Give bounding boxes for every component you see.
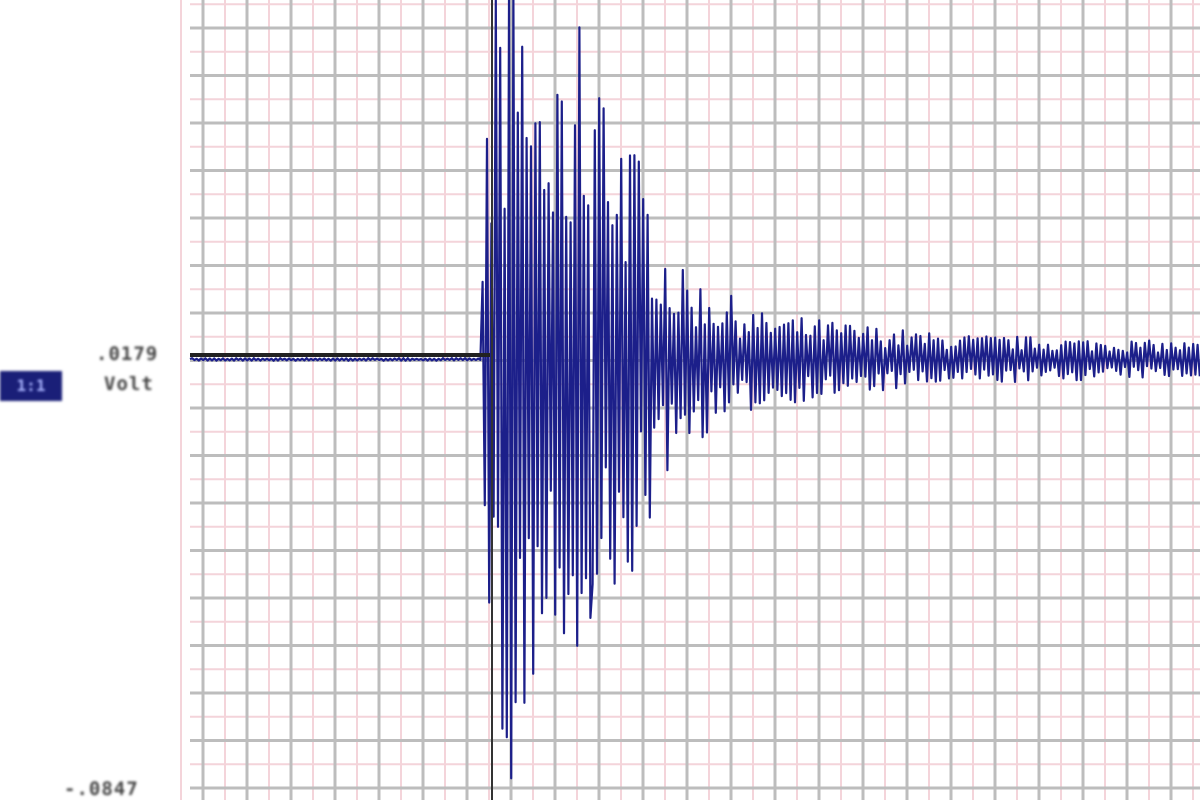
y-unit-label: Volt [104, 373, 154, 395]
grid [180, 0, 1200, 800]
scale-badge: 1:1 [0, 371, 62, 401]
y-tick-label-bottom: -.0847 [64, 778, 139, 800]
y-tick-label-top: .0179 [96, 343, 159, 365]
seismic-trace [189, 0, 1200, 780]
